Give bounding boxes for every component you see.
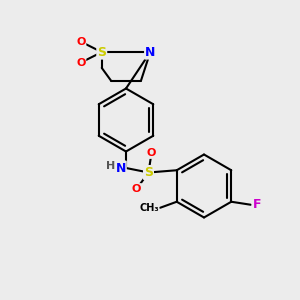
Text: O: O: [147, 148, 156, 158]
Text: CH₃: CH₃: [139, 203, 159, 213]
Text: S: S: [97, 46, 106, 59]
Text: N: N: [116, 161, 126, 175]
Text: O: O: [132, 184, 141, 194]
Text: O: O: [76, 58, 86, 68]
Text: O: O: [76, 37, 86, 46]
Text: S: S: [144, 166, 153, 179]
Text: F: F: [253, 198, 261, 211]
Text: H: H: [106, 160, 116, 171]
Text: N: N: [145, 46, 155, 59]
